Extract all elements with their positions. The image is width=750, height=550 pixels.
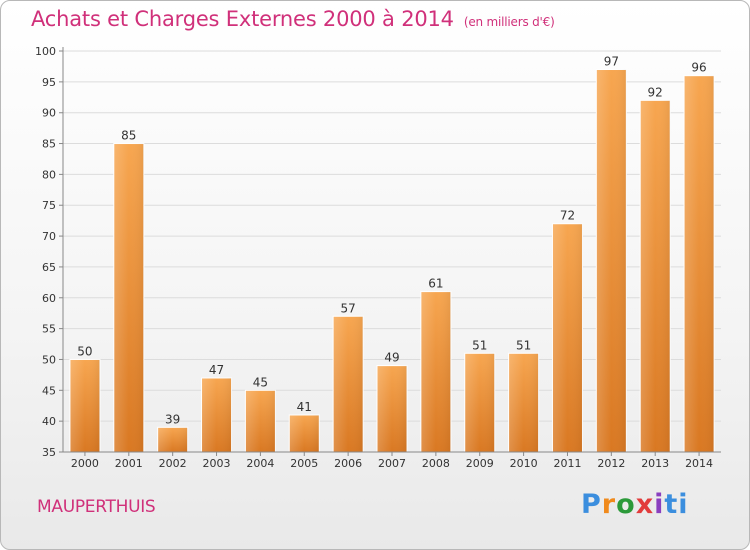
data-label: 72: [560, 209, 575, 223]
data-label: 57: [340, 301, 355, 315]
bar-2003: 47: [201, 363, 233, 453]
bar-shade: [508, 353, 539, 452]
bar-shade: [69, 359, 100, 452]
y-tick-label: 75: [42, 199, 56, 212]
bar-2010: 51: [508, 338, 540, 453]
x-tick-label: 2003: [203, 457, 231, 470]
bar-2013: 92: [639, 85, 671, 453]
y-tick-label: 50: [42, 353, 56, 366]
x-tick-label: 2004: [246, 457, 274, 470]
data-label: 47: [209, 363, 224, 377]
y-tick-label: 35: [42, 446, 56, 459]
x-tick-label: 2000: [71, 457, 99, 470]
bar-2002: 39: [157, 412, 189, 453]
bar-shade: [157, 427, 188, 452]
bar-2006: 57: [332, 301, 364, 453]
chart-title-text: Achats et Charges Externes 2000 à 2014: [31, 7, 454, 31]
bar-shade: [640, 100, 671, 452]
bars-group: 50 85 39 47 45 41 57 49 61 51 51 72 97 92 96: [69, 55, 715, 453]
x-tick-label: 2012: [597, 457, 625, 470]
bar-shade: [333, 316, 364, 452]
logo-letter: x: [635, 489, 655, 520]
data-label: 45: [253, 375, 268, 389]
data-label: 96: [691, 61, 706, 75]
bar-shade: [464, 353, 495, 452]
data-label: 92: [648, 85, 663, 99]
data-label: 51: [472, 338, 487, 352]
bar-shade: [201, 377, 232, 452]
bar-2004: 45: [244, 375, 276, 453]
bar-2008: 61: [420, 277, 452, 453]
chart-title: Achats et Charges Externes 2000 à 2014 (e…: [31, 7, 555, 31]
y-tick-label: 65: [42, 261, 56, 274]
logo-letter: o: [616, 489, 636, 520]
data-label: 41: [297, 400, 312, 414]
bar-shade: [377, 365, 407, 452]
x-tick-label: 2005: [290, 457, 318, 470]
bar-shade: [113, 143, 144, 453]
y-tick-label: 85: [42, 138, 56, 151]
x-tick-label: 2013: [641, 457, 669, 470]
bar-shade: [552, 223, 583, 452]
x-tick-label: 2006: [334, 457, 362, 470]
bar-2009: 51: [464, 338, 496, 453]
y-tick-label: 80: [42, 168, 56, 181]
proxiti-logo: Proxiti: [581, 489, 689, 520]
bar-shade: [596, 69, 627, 452]
y-tick-label: 60: [42, 292, 56, 305]
data-label: 39: [165, 412, 180, 426]
data-label: 85: [121, 129, 136, 143]
bar-shade: [420, 291, 451, 452]
x-tick-label: 2014: [685, 457, 713, 470]
bar-2012: 97: [595, 55, 627, 453]
data-label: 97: [604, 55, 619, 69]
bar-2005: 41: [288, 400, 320, 453]
commune-name: MAUPERTHUIS: [37, 497, 156, 517]
y-tick-label: 90: [42, 107, 56, 120]
y-tick-label: 100: [35, 45, 56, 58]
bar-shade: [684, 75, 715, 452]
logo-letter: r: [601, 489, 617, 520]
y-tick-label: 95: [42, 76, 56, 89]
bar-2000: 50: [69, 344, 101, 453]
x-axis: 2000 2001 2002 2003 2004 2005 2006 2007 2008 2009…: [63, 451, 721, 470]
bar-2014: 96: [683, 61, 715, 453]
data-label: 61: [428, 277, 443, 291]
x-tick-label: 2009: [466, 457, 494, 470]
logo-letter: i: [654, 489, 665, 520]
chart-subtitle: (en milliers d'€): [463, 15, 555, 29]
x-tick-label: 2008: [422, 457, 450, 470]
y-axis: 35 40 45 50 55 60 65 70 75 80 85 90 95 100: [35, 45, 64, 459]
y-tick-label: 40: [42, 415, 56, 428]
x-tick-label: 2001: [115, 457, 143, 470]
x-tick-label: 2011: [553, 457, 581, 470]
bar-2001: 85: [113, 129, 145, 453]
bar-shade: [289, 414, 320, 452]
bar-2011: 72: [551, 209, 583, 453]
y-tick-label: 55: [42, 323, 56, 336]
x-tick-label: 2002: [159, 457, 187, 470]
data-label: 51: [516, 338, 531, 352]
data-label: 50: [77, 344, 92, 358]
data-label: 49: [384, 351, 399, 365]
logo-letter: ti: [664, 489, 689, 520]
bar-2007: 49: [376, 351, 408, 453]
x-tick-label: 2007: [378, 457, 406, 470]
x-tick-label: 2010: [510, 457, 538, 470]
y-tick-label: 45: [42, 384, 56, 397]
y-tick-label: 70: [42, 230, 56, 243]
bar-shade: [245, 390, 276, 452]
logo-letter: P: [581, 489, 602, 520]
